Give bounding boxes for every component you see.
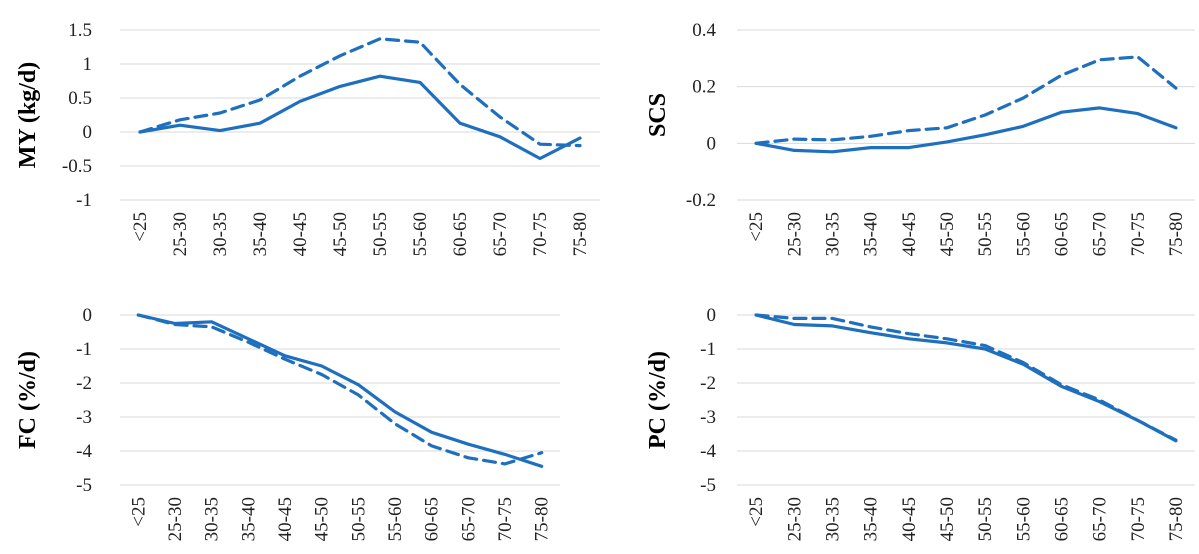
x-tick-label: 30-35 [210,212,231,256]
series-line-dashed [754,55,1178,145]
x-tick-label: 45-50 [937,497,958,541]
y-axis-label: MY (kg/d) [15,62,41,168]
x-tick-label: 40-45 [290,212,311,256]
x-tick-label: 45-50 [312,497,333,541]
x-tick-label: 75-80 [532,497,553,541]
x-tick-label: 35-40 [861,497,882,541]
x-tick-label: 70-75 [530,212,551,256]
y-tick-label: -4 [76,441,92,462]
x-tick-label: 65-70 [1090,497,1111,541]
y-tick-label: -5 [76,475,92,496]
y-tick-label: 1.5 [68,20,92,41]
x-tick-label: 55-60 [385,497,406,541]
x-tick-label: 65-70 [1090,212,1111,256]
x-tick-label: 45-50 [937,212,958,256]
series-line-solid [136,313,544,468]
x-tick-label: 45-50 [330,212,351,256]
x-tick-label: 50-55 [975,212,996,256]
y-tick-label: -5 [700,475,716,496]
chart-panel-4: 0 -1 -2 -3 -4 -5 <25 25-30 30-35 35-40 40-45 45-50 5… [645,305,1195,541]
y-tick-label: -3 [700,407,716,428]
series-line-solid [754,313,1178,443]
x-tick-label: 70-75 [1128,497,1149,541]
chart-panel-1: 1.5 1 0.5 0 -0.5 -1 <25 25-30 30-35 35-40 40-45 45-… [15,20,600,256]
series-line-solid [754,106,1178,154]
x-tick-label: 35-40 [250,212,271,256]
x-tick-label: 55-60 [410,212,431,256]
y-axis-label: SCS [645,93,671,137]
x-tick-label: 50-55 [348,497,369,541]
series-line-dashed [136,313,544,466]
y-tick-label: 0 [83,122,93,143]
y-tick-label: -2 [700,373,716,394]
x-tick-label: 55-60 [1013,497,1034,541]
x-tick-label: 75-80 [1166,212,1187,256]
x-tick-label: 60-65 [1051,497,1072,541]
x-tick-label: 75-80 [1166,497,1187,541]
x-tick-label: 25-30 [170,212,191,256]
y-tick-label: 0.5 [68,88,92,109]
x-tick-label: 30-35 [822,212,843,256]
x-tick-label: <25 [746,497,767,527]
y-axis-label: FC (%/d) [15,351,41,449]
y-tick-label: 0.2 [692,77,716,98]
x-tick-label: 60-65 [422,497,443,541]
y-tick-label: 1 [83,54,93,75]
y-axis-label: PC (%/d) [645,351,671,449]
x-tick-label: 55-60 [1013,212,1034,256]
x-tick-label: <25 [130,212,151,242]
y-tick-label: 0 [707,133,717,154]
series-line-dashed [138,37,582,148]
x-tick-label: 25-30 [784,497,805,541]
x-tick-label: 35-40 [238,497,259,541]
x-tick-label: <25 [128,497,149,527]
y-tick-label: -3 [76,407,92,428]
x-tick-label: 25-30 [165,497,186,541]
y-tick-label: -1 [76,339,92,360]
series-line-dashed [754,313,1178,442]
x-tick-label: 40-45 [899,212,920,256]
y-tick-label: 0 [83,305,93,326]
x-tick-label: 25-30 [784,212,805,256]
x-tick-label: 60-65 [450,212,471,256]
x-tick-label: 65-70 [458,497,479,541]
x-tick-label: 70-75 [1128,212,1149,256]
series-line-solid [138,74,582,161]
x-tick-label: 30-35 [822,497,843,541]
x-tick-label: 65-70 [490,212,511,256]
x-tick-label: 50-55 [370,212,391,256]
x-tick-label: 50-55 [975,497,996,541]
x-tick-label: 60-65 [1051,212,1072,256]
x-tick-label: 35-40 [861,212,882,256]
x-tick-label: 40-45 [899,497,920,541]
chart-panel-3: 0 -1 -2 -3 -4 -5 <25 25-30 30-35 35-40 40-45 45-50 5… [15,305,560,541]
x-tick-label: <25 [746,212,767,242]
x-tick-label: 75-80 [570,212,591,256]
y-tick-label: -4 [700,441,716,462]
y-tick-label: 0 [707,305,717,326]
y-tick-label: -1 [700,339,716,360]
y-tick-label: 0.4 [692,20,716,41]
y-tick-label: -0.5 [62,156,92,177]
chart-panel-2: 0.4 0.2 0 -0.2 <25 25-30 30-35 35-40 40-45 45-50 5… [645,20,1195,256]
x-tick-label: 70-75 [495,497,516,541]
y-tick-label: -0.2 [686,190,716,211]
y-tick-label: -2 [76,373,92,394]
x-tick-label: 30-35 [202,497,223,541]
y-tick-label: -1 [76,190,92,211]
x-tick-label: 40-45 [275,497,296,541]
